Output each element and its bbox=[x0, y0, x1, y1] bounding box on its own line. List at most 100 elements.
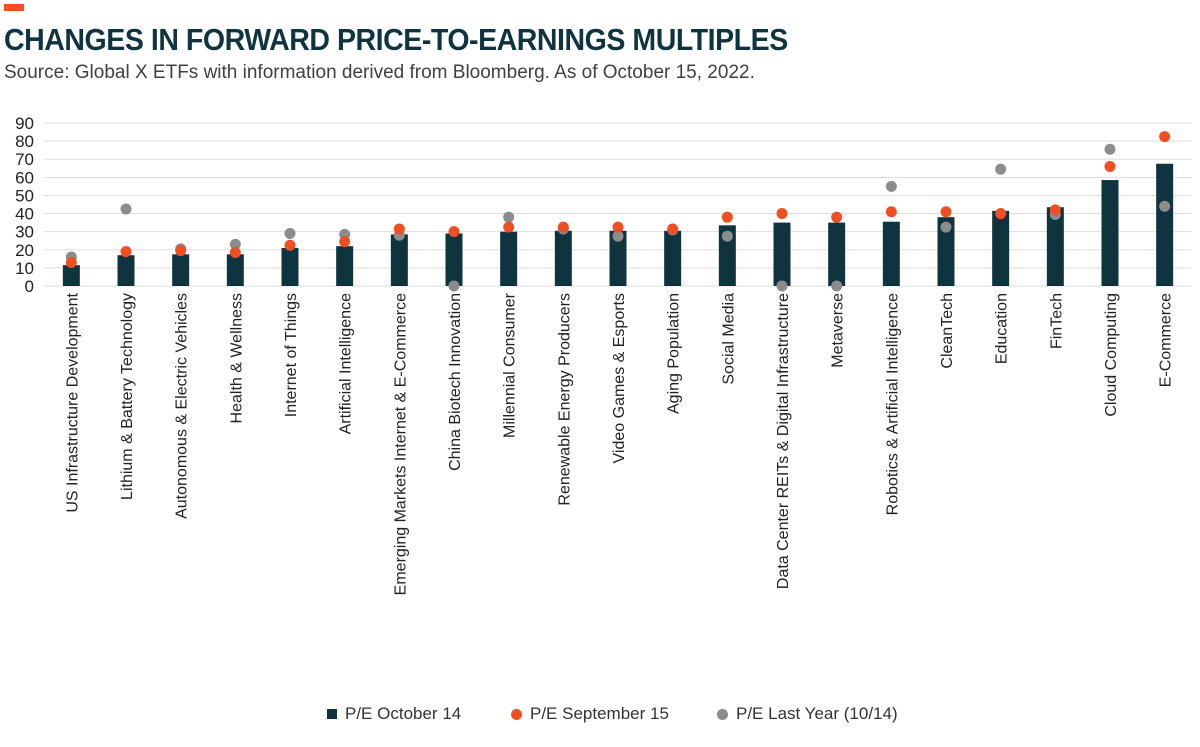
x-tick-label: Social Media bbox=[720, 293, 737, 385]
x-tick-label: Internet of Things bbox=[283, 293, 300, 417]
dot-sept15 bbox=[284, 239, 296, 251]
dot-last-year bbox=[1104, 143, 1116, 155]
dot-sept15 bbox=[1159, 131, 1171, 143]
dot-sept15 bbox=[667, 223, 679, 235]
x-tick-label: FinTech bbox=[1048, 293, 1065, 349]
dot-sept15 bbox=[339, 236, 351, 248]
bar-oct14 bbox=[336, 246, 354, 286]
dot-sept15 bbox=[1049, 204, 1061, 216]
accent-bar bbox=[4, 4, 24, 11]
dot-last-year bbox=[448, 280, 460, 292]
x-tick-label: E-Commerce bbox=[1158, 293, 1175, 387]
bar-oct14 bbox=[500, 231, 518, 286]
dot-sept15 bbox=[885, 206, 897, 218]
x-tick-label: Millennial Consumer bbox=[502, 292, 519, 438]
y-tick-label: 20 bbox=[15, 241, 34, 260]
dot-sept15 bbox=[831, 211, 843, 223]
dot-last-year bbox=[120, 203, 132, 215]
bar-oct14 bbox=[937, 217, 955, 286]
dot-sept15 bbox=[721, 211, 733, 223]
dot-sept15 bbox=[776, 208, 788, 220]
x-tick-label: Autonomous & Electric Vehicles bbox=[174, 293, 191, 519]
dot-sept15 bbox=[612, 221, 624, 233]
x-tick-label: Renewable Energy Producers bbox=[556, 293, 573, 506]
x-tick-label: US Infrastructure Development bbox=[64, 292, 81, 512]
y-tick-label: 40 bbox=[15, 205, 34, 224]
dot-sept15 bbox=[229, 246, 241, 258]
dot-sept15 bbox=[995, 208, 1007, 220]
bar-oct14 bbox=[445, 233, 463, 286]
dot-sept15 bbox=[120, 246, 132, 258]
x-tick-label: Emerging Markets Internet & E-Commerce bbox=[392, 293, 409, 595]
x-tick-label: Lithium & Battery Technology bbox=[119, 293, 136, 500]
dot-last-year bbox=[284, 227, 296, 239]
y-tick-label: 0 bbox=[25, 277, 34, 296]
dot-last-year bbox=[612, 230, 624, 242]
bar-oct14 bbox=[882, 221, 900, 286]
x-tick-label: Robotics & Artificial Intelligence bbox=[884, 293, 901, 515]
chart-title: CHANGES IN FORWARD PRICE-TO-EARNINGS MUL… bbox=[4, 22, 788, 57]
dot-last-year bbox=[721, 230, 733, 242]
x-tick-label: Metaverse bbox=[830, 293, 847, 368]
dot-sept15 bbox=[393, 223, 405, 235]
y-tick-label: 30 bbox=[15, 223, 34, 242]
y-tick-label: 80 bbox=[15, 132, 34, 151]
x-tick-label: Video Games & Esports bbox=[611, 293, 628, 463]
dot-sept15 bbox=[1104, 160, 1116, 172]
legend-swatch-sept-dot bbox=[511, 708, 522, 720]
bar-oct14 bbox=[390, 234, 408, 286]
legend-swatch-bar bbox=[327, 709, 337, 719]
dot-last-year bbox=[940, 221, 952, 233]
x-tick-label: Education bbox=[994, 293, 1011, 364]
bar-oct14 bbox=[1101, 180, 1119, 286]
dot-last-year bbox=[831, 280, 843, 292]
x-tick-label: CleanTech bbox=[939, 293, 956, 369]
dot-sept15 bbox=[175, 245, 187, 257]
chart-legend: P/E October 14 P/E September 15 P/E Last… bbox=[0, 704, 1200, 732]
bar-oct14 bbox=[281, 247, 299, 286]
legend-swatch-lastyear-dot bbox=[717, 708, 728, 720]
legend-label-sep15: P/E September 15 bbox=[530, 704, 669, 723]
x-tick-label: Health & Wellness bbox=[228, 293, 245, 423]
legend-label-oct14: P/E October 14 bbox=[345, 704, 462, 723]
chart-subtitle: Source: Global X ETFs with information d… bbox=[4, 62, 755, 83]
bar-oct14 bbox=[828, 222, 846, 286]
dot-sept15 bbox=[65, 256, 77, 268]
dot-sept15 bbox=[940, 206, 952, 218]
dot-last-year bbox=[776, 280, 788, 292]
bar-oct14 bbox=[554, 230, 572, 286]
dot-sept15 bbox=[557, 221, 569, 233]
y-tick-label: 70 bbox=[15, 150, 34, 169]
bar-oct14 bbox=[664, 230, 682, 286]
legend-item-oct14: P/E October 14 bbox=[327, 704, 461, 724]
x-tick-label: Data Center REITs & Digital Infrastructu… bbox=[775, 293, 792, 589]
x-tick-label: China Biotech Innovation bbox=[447, 293, 464, 471]
bar-oct14 bbox=[773, 222, 791, 286]
bar-oct14 bbox=[226, 254, 244, 286]
x-tick-label: Artificial Intelligence bbox=[338, 293, 355, 435]
dot-last-year bbox=[503, 211, 515, 223]
legend-label-lastyear: P/E Last Year (10/14) bbox=[736, 704, 898, 723]
dot-last-year bbox=[229, 238, 241, 250]
bar-oct14 bbox=[117, 255, 135, 286]
bar-oct14 bbox=[992, 210, 1010, 286]
dot-sept15 bbox=[448, 226, 460, 238]
dot-last-year bbox=[885, 180, 897, 192]
y-tick-label: 10 bbox=[15, 259, 34, 278]
x-tick-label: Cloud Computing bbox=[1103, 293, 1120, 417]
bar-oct14 bbox=[609, 230, 627, 286]
dot-sept15 bbox=[503, 221, 515, 233]
legend-item-lastyear: P/E Last Year (10/14) bbox=[717, 704, 898, 724]
dot-last-year bbox=[1159, 200, 1171, 212]
y-tick-label: 50 bbox=[15, 186, 34, 205]
x-tick-label: Aging Population bbox=[666, 293, 683, 414]
bar-oct14 bbox=[718, 225, 736, 286]
bar-oct14 bbox=[172, 254, 190, 286]
dot-last-year bbox=[995, 163, 1007, 175]
bar-oct14 bbox=[1046, 207, 1064, 286]
bar-oct14 bbox=[1156, 163, 1174, 286]
y-tick-label: 90 bbox=[15, 114, 34, 133]
bar-oct14 bbox=[62, 265, 80, 286]
y-tick-label: 60 bbox=[15, 168, 34, 187]
